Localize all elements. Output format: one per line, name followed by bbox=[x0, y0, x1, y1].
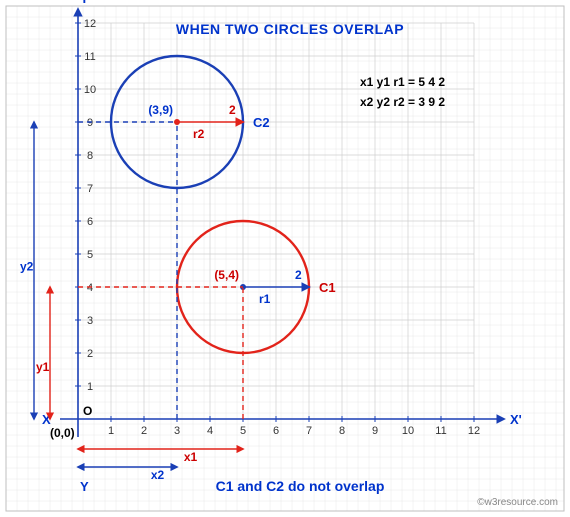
dim-y2: y2 bbox=[20, 260, 34, 274]
x-tick-label: 2 bbox=[141, 425, 147, 437]
c1-radius-value: 2 bbox=[295, 268, 302, 282]
x-prime-label: X' bbox=[510, 412, 522, 427]
x-tick-label: 8 bbox=[339, 425, 345, 437]
y-tick-label: 4 bbox=[87, 282, 93, 294]
y-tick-label: 12 bbox=[84, 18, 96, 30]
x-tick-label: 3 bbox=[174, 425, 180, 437]
conclusion-text: C1 and C2 do not overlap bbox=[216, 478, 385, 494]
y-tick-label: 7 bbox=[87, 183, 93, 195]
x-tick-label: 1 bbox=[108, 425, 114, 437]
credit-text: ©w3resource.com bbox=[477, 497, 558, 508]
x-tick-label: 5 bbox=[240, 425, 246, 437]
x-tick-label: 11 bbox=[435, 425, 446, 437]
param-row-2: x2 y2 r2 = 3 9 2 bbox=[360, 95, 445, 109]
y-label: Y bbox=[80, 479, 89, 494]
c1-name: C1 bbox=[319, 280, 336, 295]
y-tick-label: 5 bbox=[87, 249, 93, 261]
x-tick-label: 6 bbox=[273, 425, 279, 437]
c1-radius-name: r1 bbox=[259, 292, 271, 306]
y-tick-label: 8 bbox=[87, 150, 93, 162]
diagram-canvas: 112233445566778899101011111212Y'X'XYO(0,… bbox=[0, 0, 570, 517]
y-tick-label: 11 bbox=[84, 51, 95, 63]
x-tick-label: 9 bbox=[372, 425, 378, 437]
dim-x2: x2 bbox=[151, 468, 165, 482]
dim-y1: y1 bbox=[36, 360, 50, 374]
origin-o: O bbox=[83, 404, 92, 418]
x-tick-label: 10 bbox=[402, 425, 414, 437]
c2-radius-name: r2 bbox=[193, 127, 205, 141]
y-tick-label: 6 bbox=[87, 216, 93, 228]
y-prime-label: Y' bbox=[80, 0, 92, 6]
c2-name: C2 bbox=[253, 115, 270, 130]
dim-x1: x1 bbox=[184, 450, 198, 464]
y-tick-label: 10 bbox=[84, 84, 96, 96]
param-row-1: x1 y1 r1 = 5 4 2 bbox=[360, 75, 445, 89]
y-tick-label: 1 bbox=[87, 381, 93, 393]
y-tick-label: 2 bbox=[87, 348, 93, 360]
c1-center-label: (5,4) bbox=[214, 268, 239, 282]
x-tick-label: 12 bbox=[468, 425, 480, 437]
c2-center-label: (3,9) bbox=[148, 103, 173, 117]
c2-radius-value: 2 bbox=[229, 103, 236, 117]
y-tick-label: 9 bbox=[87, 117, 93, 129]
origin-coords: (0,0) bbox=[50, 426, 75, 440]
diagram-title: WHEN TWO CIRCLES OVERLAP bbox=[176, 21, 404, 37]
x-tick-label: 4 bbox=[207, 425, 213, 437]
y-tick-label: 3 bbox=[87, 315, 93, 327]
x-tick-label: 7 bbox=[306, 425, 312, 437]
